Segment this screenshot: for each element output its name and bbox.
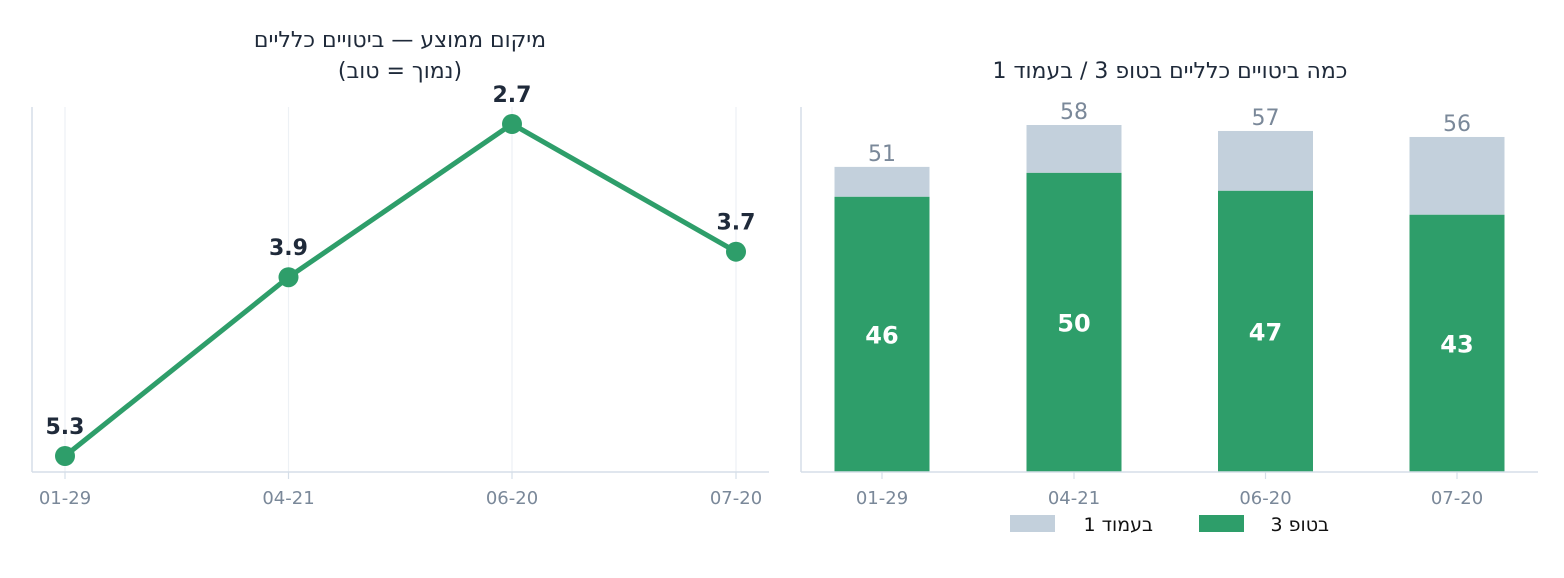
bar-page1-segment [834, 166, 930, 197]
avg-position-chart: מיקום ממוצע — ביטויים כלליים (נמוך = טוב… [31, 28, 769, 509]
position-point [55, 446, 75, 466]
line-chart-title-line1: מיקום ממוצע — ביטויים כלליים [254, 28, 546, 53]
bar-page1-segment [1218, 130, 1313, 191]
keyword-count-chart: כמה ביטויים כלליים בטופ 3 / בעמוד 1 46 51… [800, 59, 1538, 536]
bar-top3-segment [1026, 172, 1122, 473]
bar-chart-legend: בעמוד 1 בטופ 3 [1010, 514, 1329, 536]
position-point-label: 2.7 [493, 83, 532, 108]
legend-label-top3: בטופ 3 [1271, 514, 1329, 536]
bar-top3-value: 46 [865, 321, 898, 349]
bar-top3-segment [834, 196, 930, 473]
bar-page1-value: 58 [1060, 100, 1088, 125]
line-chart-point-labels: 5.3 3.9 2.7 3.7 [46, 83, 756, 440]
bar-top3-segment [1218, 190, 1313, 472]
position-point [726, 241, 746, 262]
position-series-line [62, 121, 739, 459]
bar-tick-label: 06-20 [1239, 488, 1291, 509]
bar-page1-value: 56 [1443, 112, 1471, 137]
bar-chart-bars: 46 51 50 58 47 57 43 56 [834, 100, 1505, 473]
legend-label-page1: בעמוד 1 [1084, 514, 1153, 536]
line-tick-label: 06-20 [486, 488, 538, 509]
legend-swatch-top3 [1199, 515, 1244, 532]
bar-tick-label: 07-20 [1431, 488, 1483, 509]
bar-chart-x-ticks: 01-29 04-21 06-20 07-20 [856, 472, 1483, 509]
line-chart-x-ticks: 01-29 04-21 06-20 07-20 [39, 472, 762, 509]
bar-top3-value: 47 [1249, 318, 1282, 346]
bar-page1-value: 57 [1252, 106, 1280, 131]
position-point [502, 114, 522, 134]
legend-swatch-page1 [1010, 515, 1055, 532]
bar-top3-segment [1409, 214, 1505, 472]
bar-page1-segment [1409, 136, 1505, 215]
position-point-label: 3.9 [269, 236, 308, 261]
line-tick-label: 01-29 [39, 488, 91, 509]
bar-page1-segment [1026, 125, 1122, 173]
bar-page1-value: 51 [868, 142, 896, 167]
bar-top3-value: 43 [1440, 330, 1473, 358]
bar-top3-value: 50 [1057, 309, 1090, 337]
position-point-label: 5.3 [46, 415, 85, 440]
bar-chart-title: כמה ביטויים כלליים בטופ 3 / בעמוד 1 [993, 59, 1348, 84]
line-tick-label: 07-20 [710, 488, 762, 509]
line-tick-label: 04-21 [262, 488, 314, 509]
bar-tick-label: 04-21 [1048, 488, 1100, 509]
position-point [278, 267, 299, 288]
position-point-label: 3.7 [717, 211, 756, 236]
bar-tick-label: 01-29 [856, 488, 908, 509]
line-chart-series [55, 114, 746, 466]
line-chart-title-line2: (נמוך = טוב) [338, 59, 462, 84]
line-chart-gridlines [64, 107, 737, 472]
